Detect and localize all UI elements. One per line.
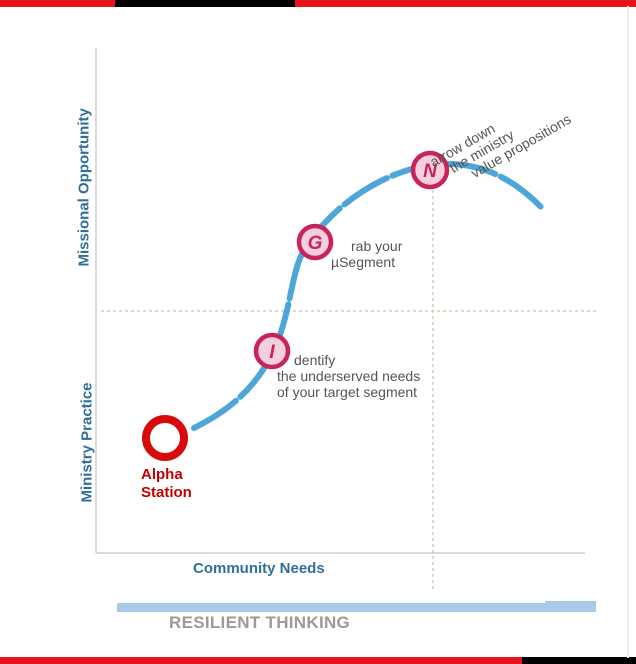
alpha-station-ring	[142, 415, 188, 461]
top-bar-red-left	[0, 0, 115, 7]
x-axis-label: Community Needs	[193, 560, 325, 577]
frame-edge	[627, 6, 629, 658]
bottom-bar-black	[522, 657, 636, 664]
milestone-i-caption-line-3: of your target segment	[277, 384, 418, 400]
y-axis-lower-label: Ministry Practice	[78, 382, 96, 503]
bottom-bar-red	[0, 657, 522, 664]
top-bar-black	[115, 0, 295, 7]
milestone-g-caption-line-2: µSegment	[331, 254, 396, 270]
milestone-g-caption: rab your µSegment	[331, 238, 402, 270]
milestone-i-letter: I	[269, 342, 275, 363]
footer-title: RESILIENT THINKING	[169, 613, 351, 632]
alpha-station-line-1: Alpha	[141, 466, 183, 483]
milestone-g: G	[296, 223, 334, 261]
milestone-g-caption-line-1: rab your	[351, 238, 403, 254]
milestone-n: N	[410, 150, 450, 190]
milestone-i-caption-line-1: dentify	[294, 352, 336, 368]
milestone-n-letter: N	[423, 161, 438, 182]
alpha-station-line-2: Station	[141, 484, 192, 501]
milestone-g-letter: G	[308, 233, 323, 254]
milestone-i-caption-line-2: the underserved needs	[277, 368, 421, 384]
top-bar-red-right	[295, 0, 636, 7]
footer-bar	[117, 603, 545, 612]
milestone-i-caption: dentify the underserved needs of your ta…	[277, 352, 420, 400]
footer-bar-end	[545, 601, 596, 612]
alpha-station-label: Alpha Station	[141, 466, 192, 502]
milestone-i: I	[253, 332, 291, 370]
y-axis-upper-label: Missional Opportunity	[75, 108, 93, 267]
